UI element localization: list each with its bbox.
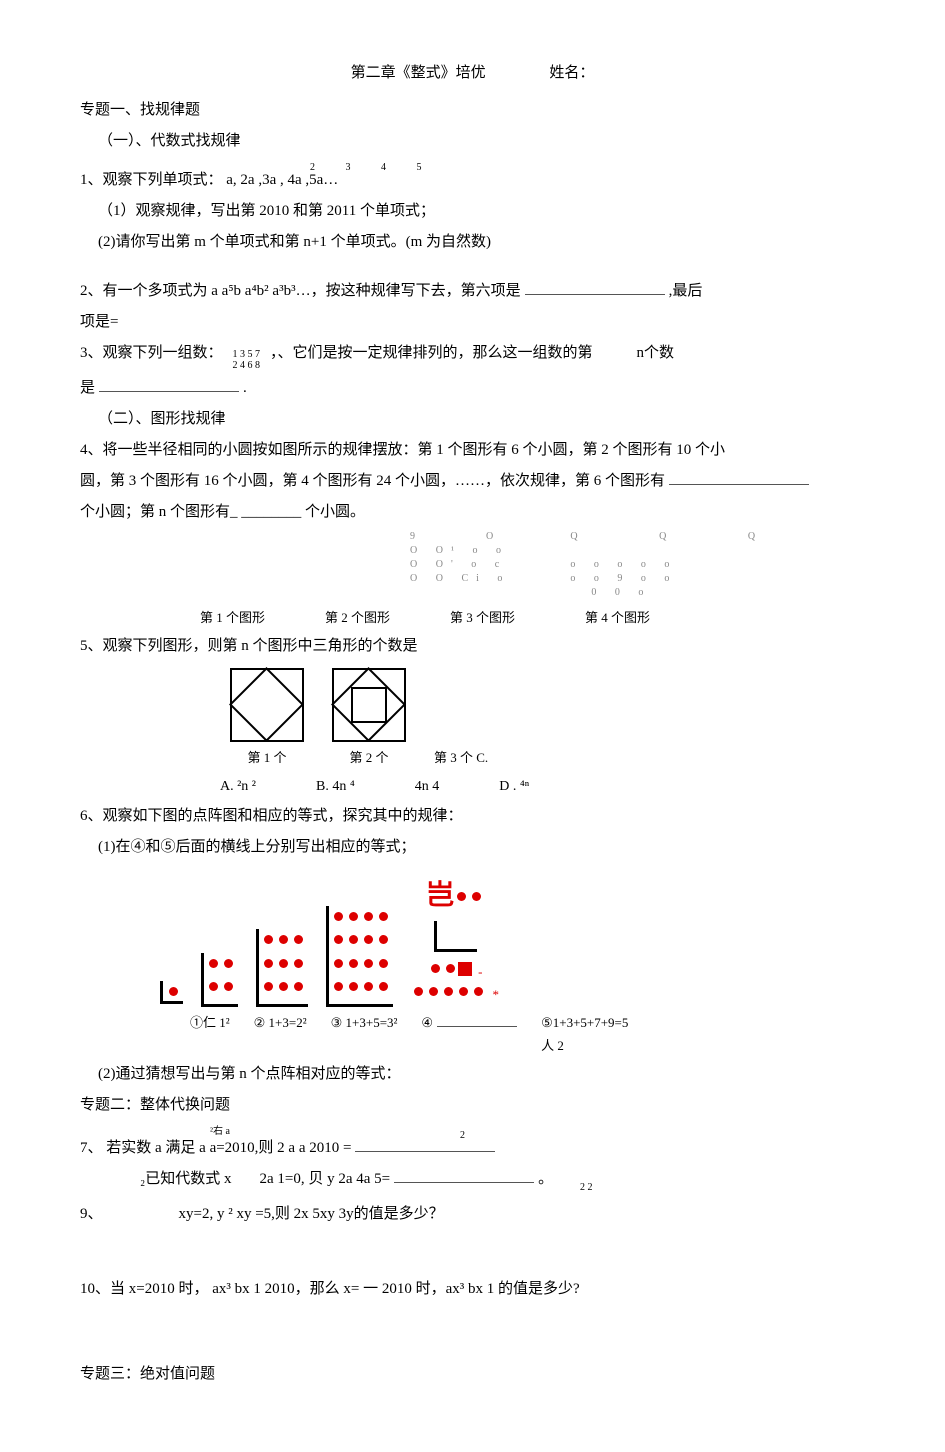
q10: 10、当 x=2010 时， ax³ bx 1 2010，那么 x= 一 201… xyxy=(80,1276,865,1303)
q4-b-row: 圆，第 3 个图形有 16 个小圆，第 4 个图形有 24 个小圆，……，依次规… xyxy=(80,468,865,495)
eq5b: 人 2 xyxy=(541,1038,564,1053)
circle-figure-labels: 第 1 个图形 第 2 个图形 第 3 个图形 第 4 个图形 xyxy=(200,606,865,629)
q3-mid: ，、它们是按一定规律排列的，那么这一组数的第 xyxy=(270,340,593,367)
q3-label: 3、观察下列一组数： xyxy=(80,340,223,367)
name-label: 姓名： xyxy=(549,60,594,87)
q3-fraction: 1 3 5 7 2 4 6 8 xyxy=(233,349,261,371)
sq2-label: 第 2 个 xyxy=(332,746,406,769)
page-header: 第二章《整式》培优 姓名： xyxy=(80,60,865,87)
topic1-sub2: （二）、图形找规律 xyxy=(98,406,865,433)
q1-part2: (2)请你写出第 m 个单项式和第 n+1 个单项式。(m 为自然数) xyxy=(98,229,865,256)
q7-row: 7、 若实数 a 满足 a a=2010,则 2 a a 2010 = xyxy=(80,1135,865,1162)
q3-frac-top: 1 3 5 7 xyxy=(233,349,261,360)
sq3-label: 第 3 个 C. xyxy=(434,746,488,769)
q3-dot: . xyxy=(243,375,247,402)
eq1: ①仁 1² xyxy=(190,1011,230,1034)
q3-line2: 是 . xyxy=(80,375,865,402)
dotfig2 xyxy=(201,953,238,1007)
q7-blank xyxy=(355,1136,495,1152)
eq3: ③ 1+3+5=3² xyxy=(331,1011,398,1034)
sq-fig2: 第 2 个 xyxy=(332,668,406,769)
eq5: ⑤1+3+5+7+9=5 xyxy=(541,1015,628,1030)
q3-n: n个数 xyxy=(637,340,675,367)
q6-2: (2)通过猜想写出与第 n 个点阵相对应的等式： xyxy=(98,1061,865,1088)
red-square-icon xyxy=(458,962,472,976)
q4-blank1 xyxy=(669,469,809,485)
dotfig3 xyxy=(256,929,308,1006)
topic2-heading: 专题二：整体代换问题 xyxy=(80,1092,865,1119)
eq4-blank xyxy=(437,1013,517,1027)
dotfig5: 岂 - * xyxy=(411,871,499,1007)
sq-fig3: 第 3 个 C. xyxy=(434,676,488,769)
dot-equations: ①仁 1² ② 1+3=2² ③ 1+3+5=3² ④ ⑤1+3+5+7+9=5… xyxy=(190,1011,865,1058)
q1: 1、观察下列单项式： a, 2a ,3a , 4a ,5a… xyxy=(80,167,865,194)
q2-line2: 项是= xyxy=(80,309,865,336)
q5: 5、观察下列图形，则第 n 个图形中三角形的个数是 xyxy=(80,633,865,660)
q8: 2a 1=0, 贝 y 2a 4a 5= xyxy=(259,1166,390,1193)
topic1-sub1: （一）、代数式找规律 xyxy=(98,128,865,155)
q6-1: (1)在④和⑤后面的横线上分别写出相应的等式； xyxy=(98,834,865,861)
fig3-label: 第 3 个图形 xyxy=(450,606,515,629)
q3-frac-bot: 2 4 6 8 xyxy=(233,360,261,371)
q3-row: 3、观察下列一组数： 1 3 5 7 2 4 6 8 ，、它们是按一定规律排列的… xyxy=(80,340,865,371)
q6: 6、观察如下图的点阵图和相应的等式，探究其中的规律： xyxy=(80,803,865,830)
eq2: ② 1+3=2² xyxy=(254,1011,307,1034)
fig1-label: 第 1 个图形 xyxy=(200,606,265,629)
q8-sup: 2 2 xyxy=(580,1179,865,1197)
fig4-label: 第 4 个图形 xyxy=(585,606,650,629)
fig2-label: 第 2 个图形 xyxy=(325,606,390,629)
eq4: ④ xyxy=(421,1011,433,1034)
sq1-label: 第 1 个 xyxy=(230,746,304,769)
q3-is: 是 xyxy=(80,375,95,402)
q8-pre: ₂已知代数式 x xyxy=(140,1166,231,1193)
opt-c: 4n 4 xyxy=(415,774,440,799)
q3-blank xyxy=(99,376,239,392)
q2-tail: ,最后 xyxy=(669,278,703,305)
q9-row: 9、 xy=2, y ² xy =5,则 2x 5xy 3y的值是多少？ xyxy=(80,1201,865,1228)
q1-part1: （1）观察规律，写出第 2010 和第 2011 个单项式； xyxy=(98,198,865,225)
doc-title: 第二章《整式》培优 xyxy=(351,60,486,87)
dot-figures: 岂 - * xyxy=(160,871,865,1007)
q7: 7、 若实数 a 满足 a a=2010,则 2 a a 2010 = xyxy=(80,1135,351,1162)
q2-row: 2、有一个多项式为 a a⁵b a⁴b² a³b³…，按这种规律写下去，第六项是… xyxy=(80,278,865,305)
square-figures: 第 1 个 第 2 个 第 3 个 C. xyxy=(230,668,865,769)
fig3-dots: 9 OO O¹ o oO O' o cO O Ci o xyxy=(410,530,510,600)
fig4-dots: Q Q Qo o o o oo o 9 o o 0 0 o xyxy=(570,530,763,600)
q4-b: 圆，第 3 个图形有 16 个小圆，第 4 个图形有 24 个小圆，……，依次规… xyxy=(80,468,665,495)
dotfig4 xyxy=(326,906,393,1007)
q8-blank xyxy=(394,1167,534,1183)
opt-d: D . ⁴ⁿ xyxy=(499,774,529,799)
q9-body: xy=2, y ² xy =5,则 2x 5xy 3y的值是多少？ xyxy=(179,1201,444,1228)
q4-c: 个小圆；第 n 个图形有_ ________ 个小圆。 xyxy=(80,499,865,526)
q5-options: A. ²n ² B. 4n ⁴ 4n 4 D . ⁴ⁿ xyxy=(220,774,865,799)
circle-figures: 9 OO O¹ o oO O' o cO O Ci o Q Q Qo o o o… xyxy=(410,530,865,600)
sq-fig1: 第 1 个 xyxy=(230,668,304,769)
q2-blank xyxy=(525,279,665,295)
topic1-heading: 专题一、找规律题 xyxy=(80,97,865,124)
q2-text: 2、有一个多项式为 a a⁵b a⁴b² a³b³…，按这种规律写下去，第六项是 xyxy=(80,278,521,305)
red-char-icon: 岂 xyxy=(426,880,454,911)
opt-a: A. ²n ² xyxy=(220,774,256,799)
q4-a: 4、将一些半径相同的小圆按如图所示的规律摆放：第 1 个图形有 6 个小圆，第 … xyxy=(80,437,865,464)
dotfig1 xyxy=(160,981,183,1006)
q9: 9、 xyxy=(80,1201,103,1228)
opt-b: B. 4n ⁴ xyxy=(316,774,355,799)
topic3-heading: 专题三：绝对值问题 xyxy=(80,1361,865,1388)
